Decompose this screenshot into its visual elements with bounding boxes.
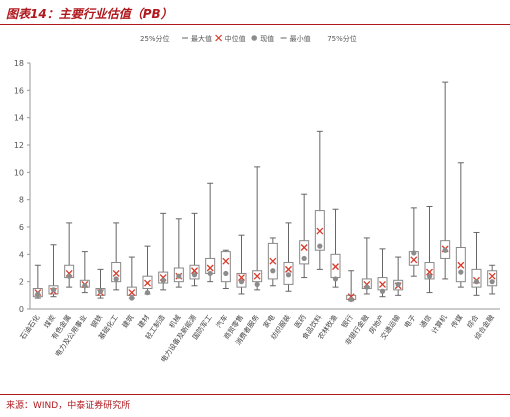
category-label: 家电 xyxy=(261,313,276,330)
category-label: 综合 xyxy=(465,313,480,330)
current-value-point xyxy=(379,288,386,294)
current-value-point xyxy=(348,296,354,303)
category-label: 传媒 xyxy=(449,313,464,330)
y-tick-label: 0 xyxy=(19,305,24,314)
category-label: 机械 xyxy=(167,313,182,330)
median-marker xyxy=(206,264,214,272)
y-tick-label: 6 xyxy=(19,223,24,232)
category-label: 建筑 xyxy=(120,313,135,330)
category-label: 汽车 xyxy=(214,313,229,330)
legend-current-marker xyxy=(251,35,257,41)
y-tick-label: 16 xyxy=(14,86,24,95)
current-value-point xyxy=(411,250,417,256)
title-divider xyxy=(0,24,510,25)
y-tick-label: 18 xyxy=(14,59,24,68)
median-marker xyxy=(410,256,418,264)
current-value-point xyxy=(254,281,260,287)
median-marker xyxy=(488,272,496,280)
current-value-point xyxy=(50,287,57,293)
median-marker xyxy=(332,263,339,271)
source-note: 来源：WIND，中泰证券研究所 xyxy=(6,401,131,411)
current-value-point xyxy=(191,272,198,278)
current-value-point xyxy=(129,295,135,301)
legend-label-max: 最大值 xyxy=(191,34,212,43)
current-value-point xyxy=(332,276,339,282)
y-tick-label: 12 xyxy=(14,141,24,150)
y-tick-label: 8 xyxy=(19,196,24,205)
pb-boxplot-chart: 25%分位 最大值 中位值 现值 最小值 75%分位 0 2 4 6 8 10 12 14 16 18 石油石化… xyxy=(14,34,500,364)
median-marker xyxy=(128,289,136,297)
median-marker xyxy=(238,274,245,282)
current-value-point xyxy=(473,279,480,285)
category-label: 计算机 xyxy=(429,313,448,335)
current-value-point xyxy=(489,279,495,285)
median-marker xyxy=(457,261,465,269)
current-value-point xyxy=(442,247,448,253)
iqr-box xyxy=(487,270,498,287)
current-value-point xyxy=(207,270,213,277)
median-marker xyxy=(300,244,308,251)
median-marker xyxy=(269,257,277,265)
legend-label-current: 现值 xyxy=(260,34,274,43)
current-value-point xyxy=(176,273,182,279)
current-value-point xyxy=(82,283,88,289)
current-value-point xyxy=(35,291,41,297)
iqr-box xyxy=(471,268,482,288)
current-value-point xyxy=(364,284,370,290)
current-value-point xyxy=(458,269,464,275)
current-value-point xyxy=(238,279,245,285)
current-value-point xyxy=(223,270,229,277)
y-tick-label: 14 xyxy=(14,114,24,123)
current-value-point xyxy=(285,272,292,278)
current-value-point xyxy=(426,273,433,279)
y-tick-label: 4 xyxy=(19,250,24,259)
iqr-box xyxy=(299,240,310,265)
median-marker xyxy=(144,279,151,287)
median-marker xyxy=(285,265,292,273)
category-label: 医药 xyxy=(292,313,307,330)
current-value-point xyxy=(160,277,166,283)
current-value-point xyxy=(301,255,307,262)
figure-title: 图表14：主要行业估值（PB） xyxy=(6,7,173,21)
category-label: 建材 xyxy=(136,313,151,330)
iqr-box xyxy=(220,251,231,283)
iqr-box xyxy=(424,262,435,280)
legend-label-q75: 75%分位 xyxy=(327,34,357,43)
figure-header: 图表14：主要行业估值（PB） xyxy=(0,0,510,24)
legend-label-q25: 25%分位 xyxy=(140,34,170,43)
category-label: 煤炭 xyxy=(42,313,57,330)
footer-divider xyxy=(0,394,510,395)
median-marker xyxy=(112,270,120,277)
current-value-point xyxy=(395,281,401,287)
legend-label-median: 中位值 xyxy=(225,34,246,43)
iqr-box xyxy=(189,264,200,280)
median-marker xyxy=(191,267,198,275)
current-value-point xyxy=(317,243,323,249)
category-label: 通信 xyxy=(418,313,433,330)
iqr-box xyxy=(111,262,122,283)
legend-label-min: 最小值 xyxy=(290,34,311,43)
category-label: 钢铁 xyxy=(89,313,104,330)
current-value-point xyxy=(144,290,151,296)
median-marker xyxy=(316,227,324,235)
median-marker xyxy=(379,280,386,288)
category-label: 银行 xyxy=(339,313,354,330)
median-marker xyxy=(253,272,261,280)
median-marker xyxy=(426,268,433,276)
current-value-point xyxy=(97,288,104,294)
legend-median-marker xyxy=(215,34,223,42)
median-marker xyxy=(222,257,230,265)
current-value-point xyxy=(66,273,72,279)
category-label: 电子 xyxy=(402,313,417,330)
y-tick-label: 2 xyxy=(19,278,24,287)
current-value-point xyxy=(270,268,276,274)
current-value-point xyxy=(113,276,119,282)
iqr-box xyxy=(126,286,137,296)
y-tick-label: 10 xyxy=(14,168,24,177)
category-label: 石油石化 xyxy=(18,313,41,341)
